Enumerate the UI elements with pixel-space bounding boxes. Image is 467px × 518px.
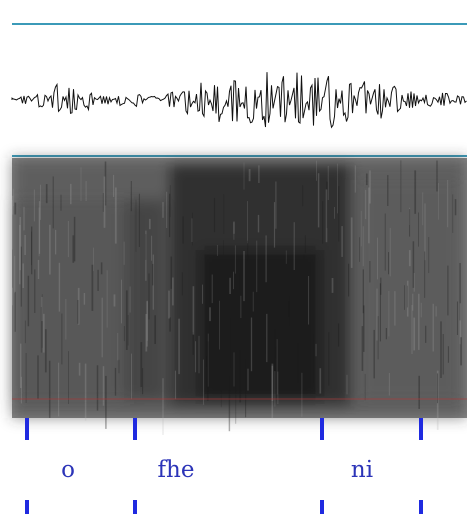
spectrogram-streaks (12, 160, 462, 435)
spectrogram-panel (12, 158, 467, 435)
segment-label-o: o (61, 457, 75, 483)
boundary-tick-3-bottom (320, 500, 324, 514)
boundary-tick-1-top (25, 418, 29, 440)
boundary-tick-4-bottom (419, 500, 423, 514)
waveform-trace (11, 72, 467, 129)
boundary-tick-4-top (419, 418, 423, 440)
spectrogram-energy (12, 158, 467, 418)
boundary-tick-3-top (320, 418, 324, 440)
boundary-tick-2-bottom (133, 500, 137, 514)
waveform-panel (11, 72, 467, 129)
segment-label-ni: ni (350, 457, 374, 483)
segment-label-fhe: fhe (157, 457, 195, 483)
boundary-tick-1-bottom (25, 500, 29, 514)
segment-tier (25, 418, 423, 514)
boundary-tick-2-top (133, 418, 137, 440)
